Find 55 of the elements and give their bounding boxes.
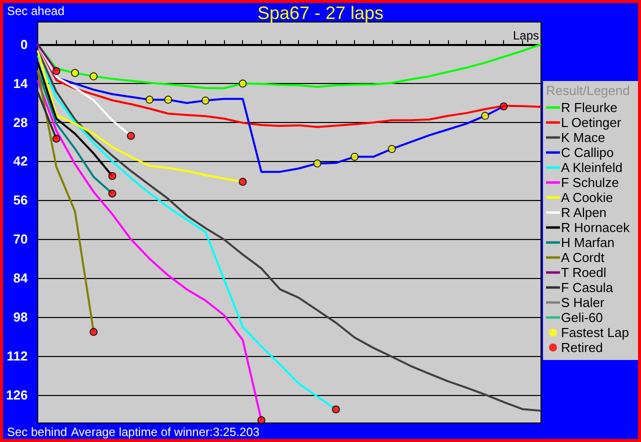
point (238, 80, 247, 88)
y-tick-label: 112 (6, 348, 28, 364)
legend-label: Fastest Lap (561, 325, 629, 340)
point (146, 96, 154, 104)
point (90, 328, 98, 336)
y-tick-label: 56 (13, 192, 28, 208)
point (388, 144, 396, 153)
point (500, 102, 508, 110)
legend-label: R Hornacek (561, 220, 630, 235)
point (257, 416, 266, 424)
point (201, 96, 210, 105)
legend-label: F Schulze (561, 175, 619, 190)
point (108, 172, 116, 180)
y-tick-label: 0 (20, 36, 28, 52)
point (52, 134, 60, 143)
y-tick-label: 42 (13, 154, 28, 169)
legend-label: K Mace (561, 130, 606, 145)
legend-label: A Cordt (561, 250, 605, 265)
point (52, 67, 60, 76)
line-series (36, 48, 542, 412)
point (70, 68, 79, 77)
y-tick-label: 28 (13, 114, 28, 130)
y-axis-title: Sec ahead (7, 4, 64, 18)
legend-label: T Roedl (561, 265, 606, 280)
y-tick-label: 14 (13, 76, 28, 91)
legend-title: Result/Legend (546, 83, 630, 98)
point (350, 152, 359, 161)
chart-title: Spa67 - 27 laps (257, 3, 384, 23)
legend-label: A Kleinfeld (561, 160, 622, 175)
point (481, 112, 490, 120)
point (126, 132, 135, 140)
point (332, 405, 340, 414)
point (108, 190, 116, 198)
point (238, 178, 247, 186)
legend-label: H Marfan (561, 235, 614, 250)
x-axis-title: Laps (513, 28, 540, 42)
legend-label: L Oetinger (561, 115, 622, 130)
point (313, 159, 322, 168)
legend-label: Geli-60 (561, 310, 603, 325)
line-series (36, 43, 542, 90)
point (90, 72, 98, 80)
legend-label: R Alpen (561, 205, 607, 220)
legend-label: A Cookie (561, 190, 614, 205)
y-tick-label: 126 (6, 388, 28, 403)
point (164, 96, 172, 104)
y-tick-label: 70 (13, 232, 28, 247)
legend-label: R Fleurke (561, 100, 618, 115)
legend-label: Retired (561, 340, 603, 355)
text: Sec behind (7, 425, 68, 439)
legend-label: C Callipo (561, 145, 614, 160)
legend-label: F Casula (561, 280, 614, 295)
y-tick-label: 98 (13, 310, 28, 325)
y-tick-label: 84 (13, 270, 28, 286)
legend-label: S Haler (561, 295, 606, 310)
text: Average laptime of winner:3:25.203 (71, 425, 260, 439)
